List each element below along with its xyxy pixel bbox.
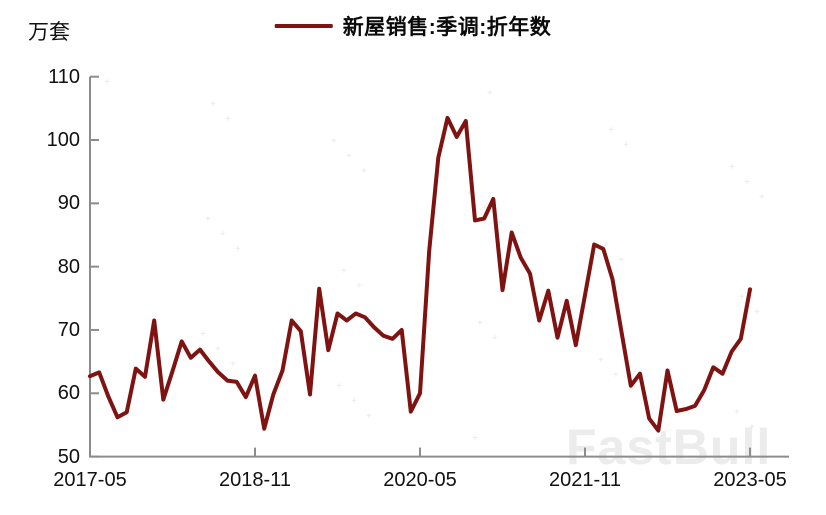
speckle-mark: + bbox=[361, 166, 367, 177]
speckle-mark: + bbox=[598, 355, 604, 366]
speckle-mark: + bbox=[749, 422, 755, 433]
x-tick-label: 2021-11 bbox=[549, 469, 621, 491]
speckle-mark: + bbox=[497, 218, 503, 229]
speckle-mark: + bbox=[729, 162, 735, 173]
speckle-mark: + bbox=[477, 318, 483, 329]
y-tick-label: 50 bbox=[57, 445, 80, 468]
speckle-mark: + bbox=[482, 203, 488, 214]
speckle-mark: + bbox=[200, 329, 206, 340]
x-tick-label: 2018-11 bbox=[219, 469, 291, 491]
y-axis-unit-label: 万套 bbox=[28, 21, 70, 44]
x-tick-label: 2020-05 bbox=[383, 469, 457, 491]
speckle-mark: + bbox=[613, 370, 619, 381]
watermark-text: FastBull bbox=[566, 419, 772, 475]
speckle-mark: + bbox=[104, 77, 110, 88]
legend: 新屋销售:季调:折年数 bbox=[274, 11, 552, 41]
speckle-mark: + bbox=[628, 385, 634, 396]
y-tick-label: 60 bbox=[57, 382, 80, 405]
speckle-mark: + bbox=[341, 266, 347, 277]
speckle-mark: + bbox=[467, 188, 473, 199]
x-tick-label: 2017-05 bbox=[53, 469, 127, 491]
speckle-mark: + bbox=[210, 99, 216, 110]
speckle-mark: + bbox=[492, 333, 498, 344]
y-tick-label: 80 bbox=[57, 255, 80, 278]
speckle-mark: + bbox=[230, 359, 236, 370]
series-line-new-home-sales bbox=[88, 115, 752, 433]
speckle-mark: + bbox=[759, 192, 765, 203]
speckle-mark: + bbox=[487, 88, 493, 99]
y-tick-label: 110 bbox=[48, 65, 80, 88]
speckle-mark: + bbox=[346, 151, 352, 162]
legend-series-label: 新屋销售:季调:折年数 bbox=[342, 16, 552, 39]
speckle-mark: + bbox=[618, 255, 624, 266]
speckle-mark: + bbox=[754, 307, 760, 318]
legend-line-swatch bbox=[274, 24, 333, 28]
speckle-mark: + bbox=[225, 114, 231, 125]
speckle-mark: + bbox=[215, 344, 221, 355]
speckle-mark: + bbox=[356, 281, 362, 292]
speckle-mark: + bbox=[220, 229, 226, 240]
speckle-mark: + bbox=[472, 433, 478, 444]
speckle-mark: + bbox=[734, 407, 740, 418]
speckle-mark: + bbox=[739, 292, 745, 303]
speckle-mark: + bbox=[366, 411, 372, 422]
y-tick-label: 100 bbox=[46, 129, 80, 152]
speckle-mark: + bbox=[205, 214, 211, 225]
speckle-mark: + bbox=[623, 140, 629, 151]
speckle-mark: + bbox=[331, 136, 337, 147]
y-tick-label: 70 bbox=[57, 318, 80, 341]
speckle-mark: + bbox=[336, 381, 342, 392]
speckle-mark: + bbox=[608, 125, 614, 136]
y-tick-label: 90 bbox=[57, 192, 80, 215]
speckle-mark: + bbox=[235, 244, 241, 255]
speckle-mark: + bbox=[351, 396, 357, 407]
speckle-mark: + bbox=[603, 240, 609, 251]
speckle-mark: + bbox=[744, 177, 750, 188]
x-tick-label: 2023-05 bbox=[713, 469, 787, 491]
